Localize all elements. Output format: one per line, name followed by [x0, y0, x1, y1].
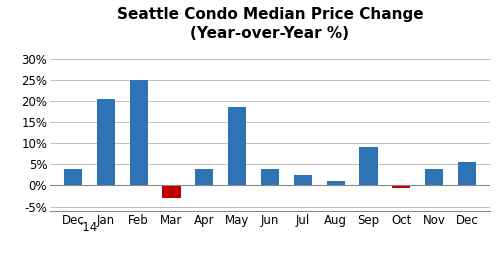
Bar: [97, 99, 115, 186]
Bar: [261, 169, 279, 186]
Bar: [294, 175, 312, 186]
Bar: [196, 169, 214, 186]
Title: Seattle Condo Median Price Change
(Year-over-Year %): Seattle Condo Median Price Change (Year-…: [116, 7, 424, 41]
Bar: [162, 186, 180, 198]
Bar: [392, 186, 410, 188]
Bar: [326, 181, 344, 186]
Bar: [360, 148, 378, 186]
Bar: [458, 162, 476, 186]
Text: '14: '14: [80, 221, 98, 234]
Bar: [228, 107, 246, 186]
Bar: [130, 80, 148, 186]
Bar: [425, 169, 443, 186]
Bar: [64, 169, 82, 186]
